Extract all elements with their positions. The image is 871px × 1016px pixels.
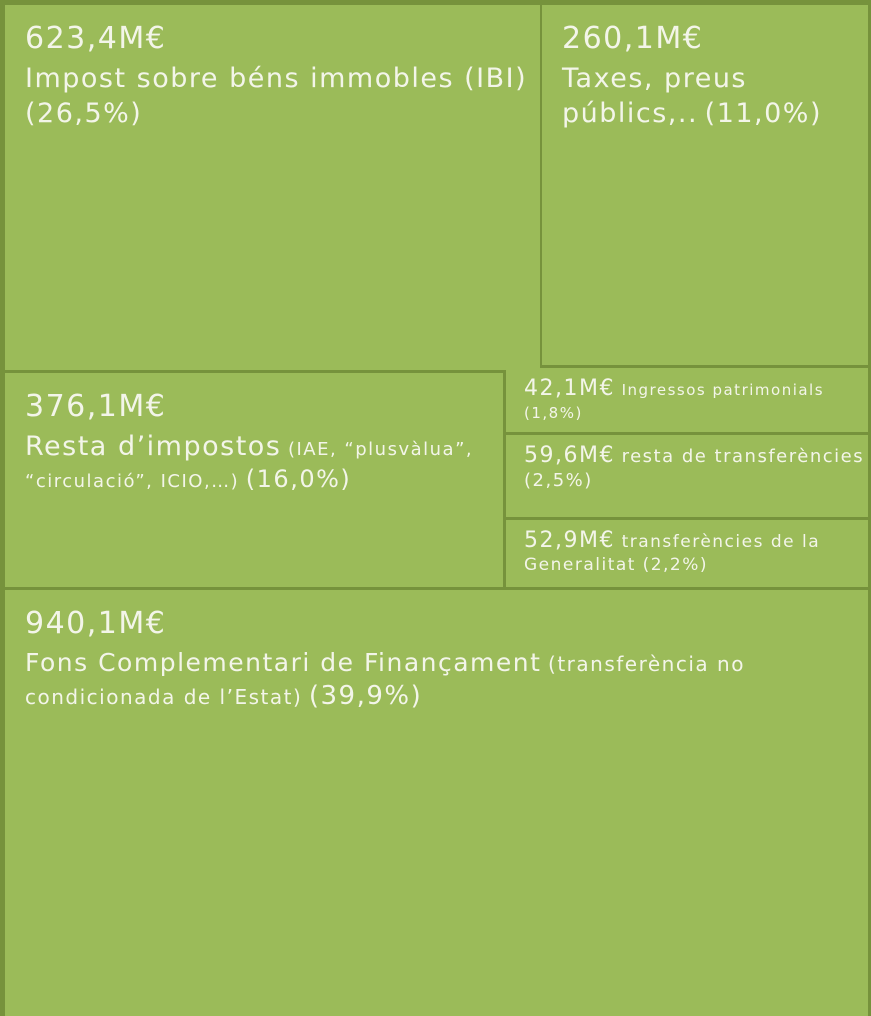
- tile: 940,1M€ Fons Complementari de Finançament…: [5, 590, 868, 1016]
- tile: 52,9M€ transferències de la Generalitat …: [506, 520, 868, 587]
- category-label: Fons Complementari de Finançament: [25, 647, 542, 677]
- share-label: (26,5%): [25, 98, 143, 130]
- share-label: (1,8%): [524, 403, 583, 422]
- category-label: Ingressos patrimonials: [621, 381, 825, 399]
- value-label: 260,1M€: [562, 21, 704, 56]
- value-label: 52,9M€: [524, 528, 615, 553]
- category-label: Taxes, preus públics,..: [562, 62, 747, 130]
- share-label: (2,5%): [524, 469, 593, 491]
- value-label: 623,4M€: [25, 21, 167, 56]
- value-label: 42,1M€: [524, 376, 615, 401]
- tile: 376,1M€ Resta d’impostos (IAE, “plusvàlua…: [5, 373, 503, 587]
- value-label: 940,1M€: [25, 606, 167, 641]
- tile: 42,1M€ Ingressos patrimonials (1,8%): [506, 368, 868, 432]
- share-label: (16,0%): [245, 465, 352, 494]
- share-label: (39,9%): [308, 680, 423, 711]
- category-label: Impost sobre béns immobles (IBI): [25, 62, 528, 94]
- share-label: (2,2%): [642, 554, 709, 575]
- value-label: 59,6M€: [524, 443, 615, 468]
- tile: 59,6M€ resta de transferències (2,5%): [506, 435, 868, 517]
- category-label: Resta d’impostos: [25, 430, 282, 462]
- value-label: 376,1M€: [25, 389, 167, 424]
- note-label: (transferència no condicionada de l’Esta…: [25, 651, 745, 709]
- tile: 260,1M€ Taxes, preus públics,.. (11,0%): [542, 5, 868, 365]
- share-label: (11,0%): [704, 98, 822, 130]
- note-label: (IAE, “plusvàlua”, “circulació”, ICIO,…): [25, 438, 474, 493]
- category-label: resta de transferències: [621, 446, 865, 467]
- category-label: transferències de la Generalitat: [524, 532, 821, 575]
- tile: 623,4M€ Impost sobre béns immobles (IBI) …: [5, 5, 540, 370]
